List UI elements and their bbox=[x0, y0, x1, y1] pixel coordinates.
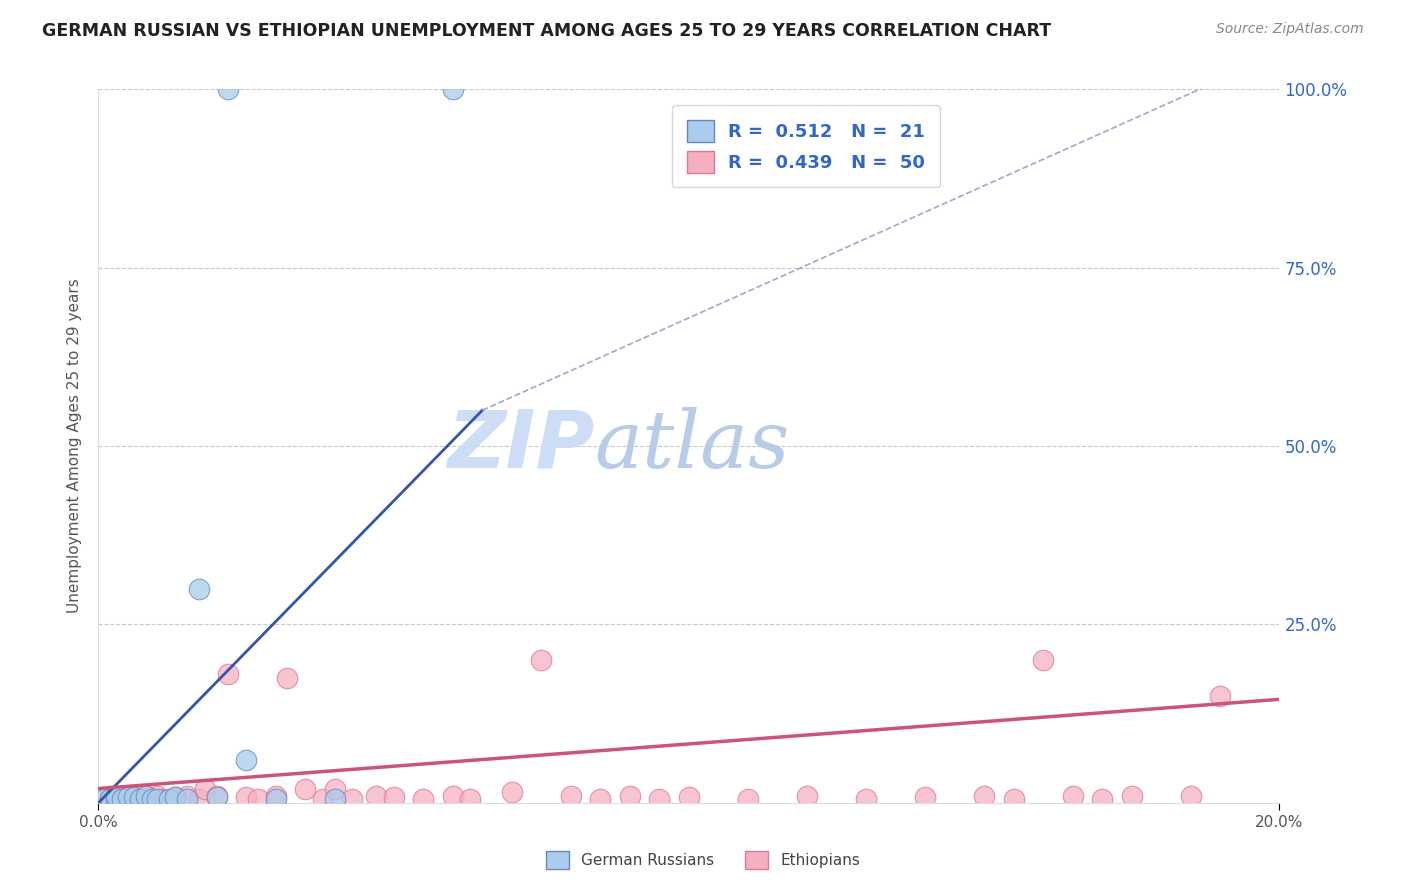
Point bbox=[235, 790, 257, 805]
Point bbox=[157, 792, 180, 806]
Point bbox=[323, 781, 346, 796]
Point bbox=[1032, 653, 1054, 667]
Point bbox=[135, 789, 157, 803]
Point bbox=[441, 82, 464, 96]
Point bbox=[105, 792, 128, 806]
Point bbox=[187, 792, 209, 806]
Point bbox=[135, 789, 157, 803]
Text: ZIP: ZIP bbox=[447, 407, 595, 485]
Point bbox=[323, 792, 346, 806]
Text: Source: ZipAtlas.com: Source: ZipAtlas.com bbox=[1216, 22, 1364, 37]
Text: GERMAN RUSSIAN VS ETHIOPIAN UNEMPLOYMENT AMONG AGES 25 TO 29 YEARS CORRELATION C: GERMAN RUSSIAN VS ETHIOPIAN UNEMPLOYMENT… bbox=[42, 22, 1052, 40]
Point bbox=[796, 789, 818, 803]
Y-axis label: Unemployment Among Ages 25 to 29 years: Unemployment Among Ages 25 to 29 years bbox=[67, 278, 83, 614]
Point bbox=[855, 792, 877, 806]
Point bbox=[246, 792, 269, 806]
Point bbox=[235, 753, 257, 767]
Point bbox=[294, 781, 316, 796]
Point bbox=[530, 653, 553, 667]
Point bbox=[412, 792, 434, 806]
Point bbox=[152, 792, 174, 806]
Point bbox=[382, 790, 405, 805]
Point bbox=[342, 792, 364, 806]
Point bbox=[205, 789, 228, 803]
Point bbox=[141, 792, 163, 806]
Point bbox=[117, 790, 139, 805]
Point bbox=[122, 790, 145, 805]
Point bbox=[98, 792, 121, 806]
Point bbox=[111, 792, 134, 806]
Point bbox=[165, 790, 187, 805]
Point bbox=[648, 792, 671, 806]
Point bbox=[117, 792, 139, 806]
Point bbox=[460, 792, 482, 806]
Point bbox=[1002, 792, 1025, 806]
Point bbox=[276, 671, 298, 685]
Point bbox=[122, 790, 145, 805]
Point bbox=[1121, 789, 1143, 803]
Point bbox=[973, 789, 995, 803]
Point bbox=[1091, 792, 1114, 806]
Point bbox=[176, 789, 198, 803]
Point bbox=[217, 82, 239, 96]
Point bbox=[146, 792, 169, 806]
Point bbox=[98, 789, 121, 803]
Point bbox=[1209, 689, 1232, 703]
Point bbox=[141, 792, 163, 806]
Point bbox=[678, 790, 700, 805]
Point bbox=[111, 789, 134, 803]
Point bbox=[98, 792, 121, 806]
Point bbox=[165, 790, 187, 805]
Point bbox=[146, 789, 169, 803]
Point bbox=[589, 792, 612, 806]
Point bbox=[128, 792, 150, 806]
Point bbox=[264, 792, 287, 806]
Point bbox=[105, 792, 128, 806]
Point bbox=[187, 582, 209, 596]
Point bbox=[501, 785, 523, 799]
Point bbox=[128, 792, 150, 806]
Text: atlas: atlas bbox=[595, 408, 790, 484]
Point bbox=[560, 789, 582, 803]
Point bbox=[194, 781, 217, 796]
Point bbox=[364, 789, 387, 803]
Point bbox=[914, 790, 936, 805]
Point bbox=[737, 792, 759, 806]
Point bbox=[312, 792, 335, 806]
Point bbox=[176, 792, 198, 806]
Point bbox=[105, 789, 128, 803]
Legend: R =  0.512   N =  21, R =  0.439   N =  50: R = 0.512 N = 21, R = 0.439 N = 50 bbox=[672, 105, 939, 187]
Point bbox=[264, 789, 287, 803]
Point bbox=[93, 792, 115, 806]
Point bbox=[205, 790, 228, 805]
Point bbox=[619, 789, 641, 803]
Point bbox=[93, 792, 115, 806]
Legend: German Russians, Ethiopians: German Russians, Ethiopians bbox=[540, 845, 866, 875]
Point bbox=[1062, 789, 1084, 803]
Point bbox=[441, 789, 464, 803]
Point bbox=[1180, 789, 1202, 803]
Point bbox=[217, 667, 239, 681]
